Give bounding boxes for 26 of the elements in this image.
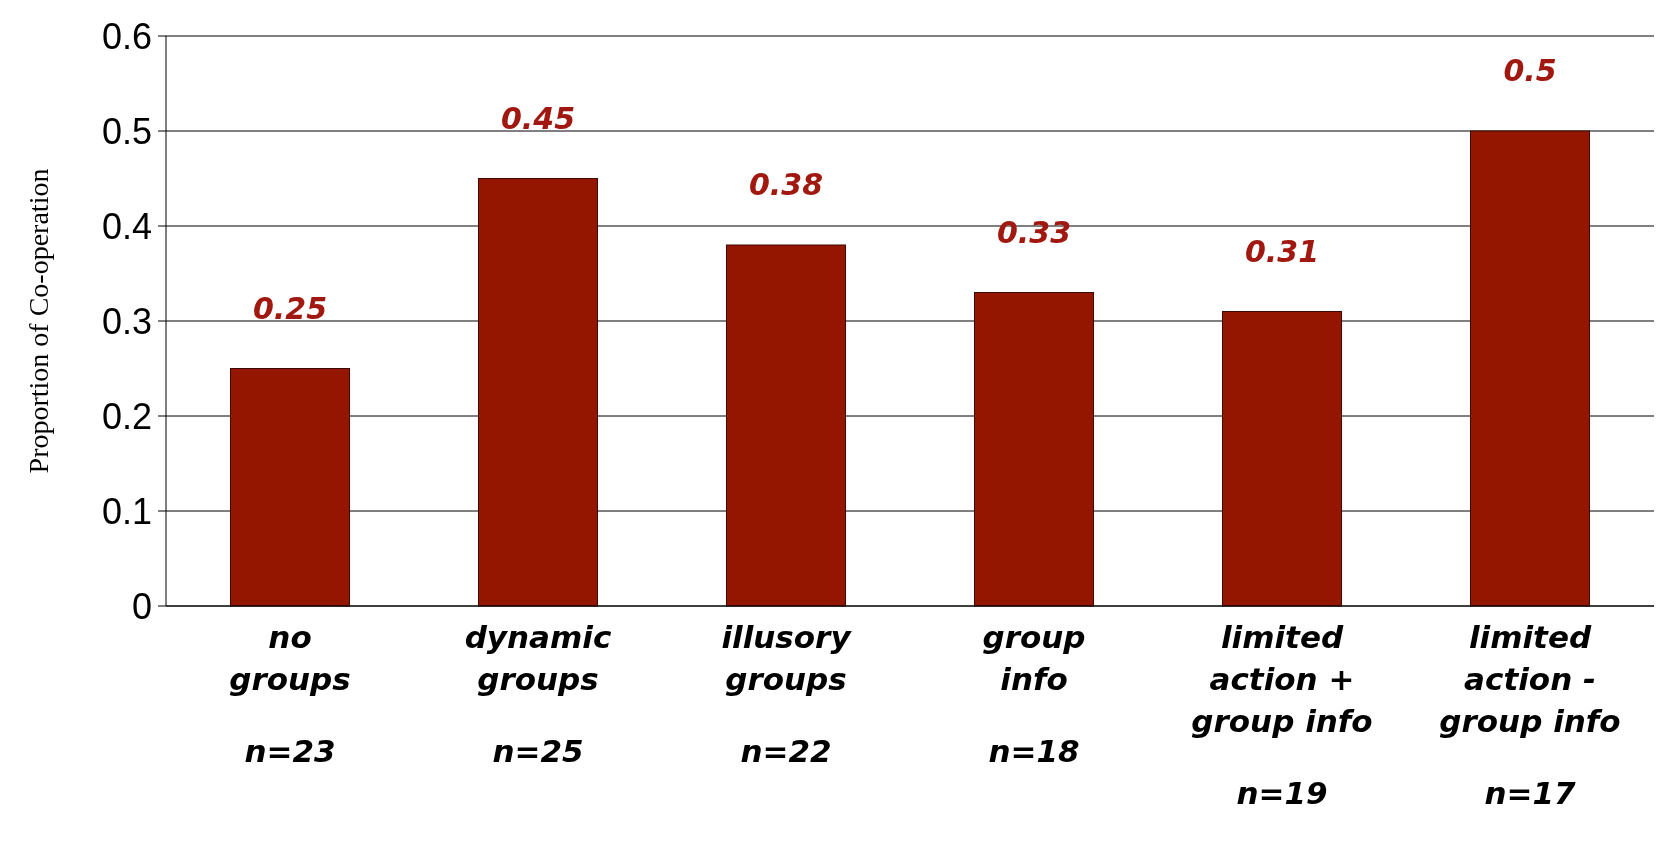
- y-tick-label: 0.4: [101, 205, 152, 247]
- data-label: 0.33: [996, 214, 1072, 250]
- y-tick-label: 0.6: [101, 15, 152, 57]
- y-tick-label: 0: [131, 585, 152, 627]
- y-tick-label: 0.3: [101, 300, 152, 342]
- bar: [973, 292, 1095, 607]
- data-label: 0.25: [252, 290, 328, 326]
- bar: [1469, 130, 1591, 607]
- y-axis-title: Proportion of Co-operation: [23, 168, 54, 474]
- x-tick-label: no groups n=23: [229, 619, 351, 769]
- bar: [725, 244, 847, 607]
- x-tick-label: limited action + group info n=19: [1191, 619, 1373, 811]
- bar: [1221, 311, 1343, 607]
- bar: [477, 178, 599, 607]
- x-tick-label: dynamic groups n=25: [464, 619, 612, 769]
- data-label: 0.45: [500, 100, 576, 136]
- x-tick-label: group info n=18: [982, 619, 1086, 769]
- data-label: 0.38: [748, 167, 824, 202]
- x-tick-label: illusory groups n=22: [721, 619, 853, 769]
- data-label: 0.31: [1244, 233, 1320, 269]
- y-tick-label: 0.5: [101, 110, 152, 152]
- data-label: 0.5: [1503, 53, 1557, 88]
- x-tick-label: limited action - group info n=17: [1439, 619, 1621, 811]
- y-tick-label: 0.1: [101, 490, 152, 532]
- bar: [229, 368, 351, 607]
- y-tick-label: 0.2: [101, 395, 152, 437]
